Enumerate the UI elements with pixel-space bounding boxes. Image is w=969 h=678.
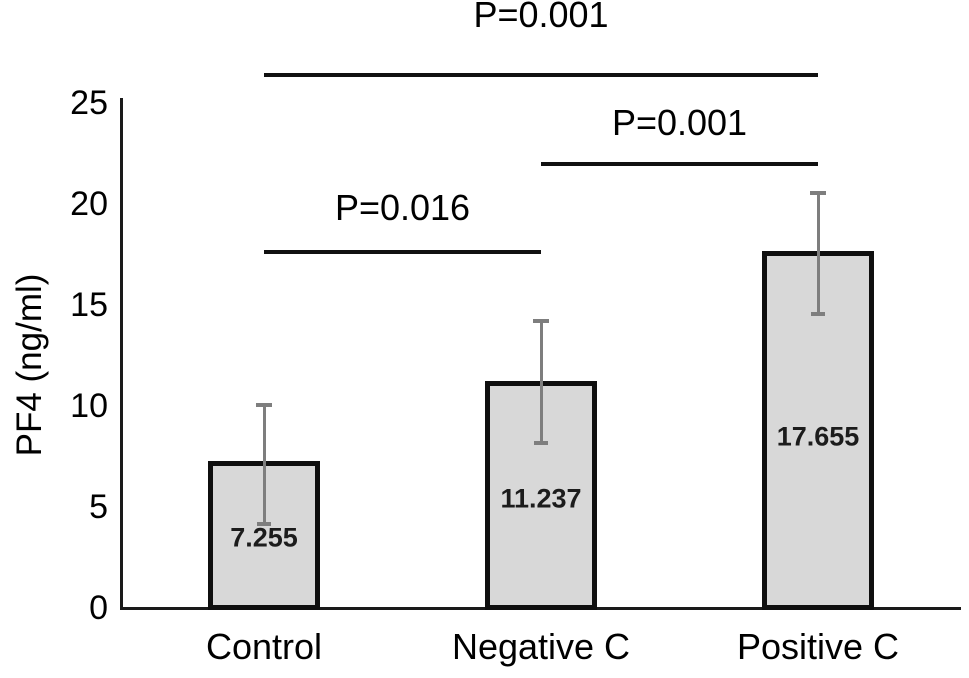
x-axis-label-positive-c: Positive C bbox=[736, 626, 900, 667]
error-bar-cap-bottom bbox=[534, 441, 548, 446]
significance-p-label: P=0.001 bbox=[611, 101, 748, 143]
significance-line bbox=[541, 161, 818, 166]
y-tick-label: 0 bbox=[89, 589, 108, 627]
significance-p-label: P=0.016 bbox=[334, 187, 471, 229]
error-bar-cap-bottom bbox=[257, 522, 271, 527]
y-tick-label: 5 bbox=[89, 488, 108, 526]
y-tick-label: 20 bbox=[70, 185, 108, 223]
bar-value-label: 11.237 bbox=[500, 483, 582, 514]
significance-line bbox=[264, 250, 541, 255]
error-bar-cap-bottom bbox=[811, 312, 825, 317]
x-axis-label-control: Control bbox=[205, 626, 323, 667]
error-bar-cap-top bbox=[810, 190, 826, 195]
significance-p-label: P=0.001 bbox=[473, 0, 609, 35]
x-axis-label-negative-c: Negative C bbox=[451, 626, 631, 667]
y-tick-label: 15 bbox=[70, 286, 108, 324]
y-axis-line bbox=[120, 98, 123, 610]
y-tick-label: 10 bbox=[70, 387, 108, 425]
y-tick-label: 25 bbox=[70, 84, 108, 122]
bar-value-label: 7.255 bbox=[230, 522, 298, 553]
error-bar-cap-top bbox=[256, 402, 272, 407]
bar-value-label: 17.655 bbox=[776, 421, 860, 452]
error-bar-line bbox=[816, 191, 820, 316]
error-bar-line bbox=[262, 403, 266, 526]
error-bar-line bbox=[539, 320, 543, 445]
significance-line bbox=[264, 72, 818, 77]
error-bar-cap-top bbox=[533, 319, 549, 324]
